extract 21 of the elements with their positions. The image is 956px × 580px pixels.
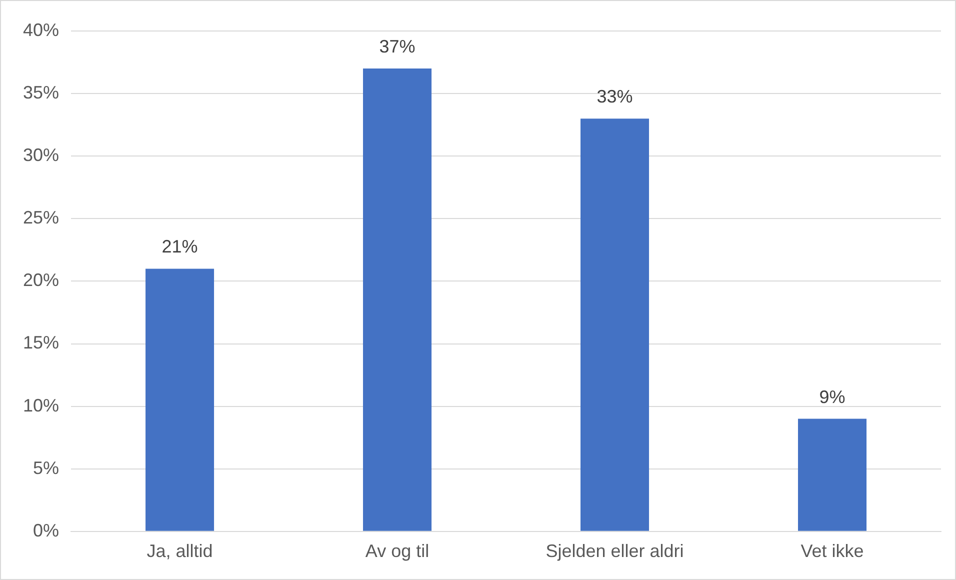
bar [580, 118, 650, 531]
y-tick-label: 15% [22, 332, 60, 353]
y-tick-label: 5% [33, 458, 60, 478]
y-tick-label: 40% [22, 20, 60, 40]
bar [363, 68, 432, 531]
x-tick-label: Ja, alltid [146, 541, 213, 562]
data-label: 21% [162, 236, 198, 257]
y-tick-label: 0% [33, 520, 60, 540]
data-label: 33% [596, 86, 633, 107]
y-tick-label: 20% [22, 270, 60, 290]
x-tick-label: Vet ikke [800, 541, 864, 562]
data-label: 37% [379, 36, 416, 56]
x-tick-label: Sjelden eller aldri [546, 541, 684, 562]
y-tick-label: 35% [22, 82, 60, 103]
x-tick-label: Av og til [365, 541, 430, 562]
y-tick-label: 30% [22, 145, 60, 166]
y-tick-label: 10% [22, 395, 60, 416]
y-tick-label: 25% [22, 208, 60, 228]
data-label: 9% [819, 386, 846, 407]
bar [146, 268, 214, 531]
bar [798, 418, 867, 531]
